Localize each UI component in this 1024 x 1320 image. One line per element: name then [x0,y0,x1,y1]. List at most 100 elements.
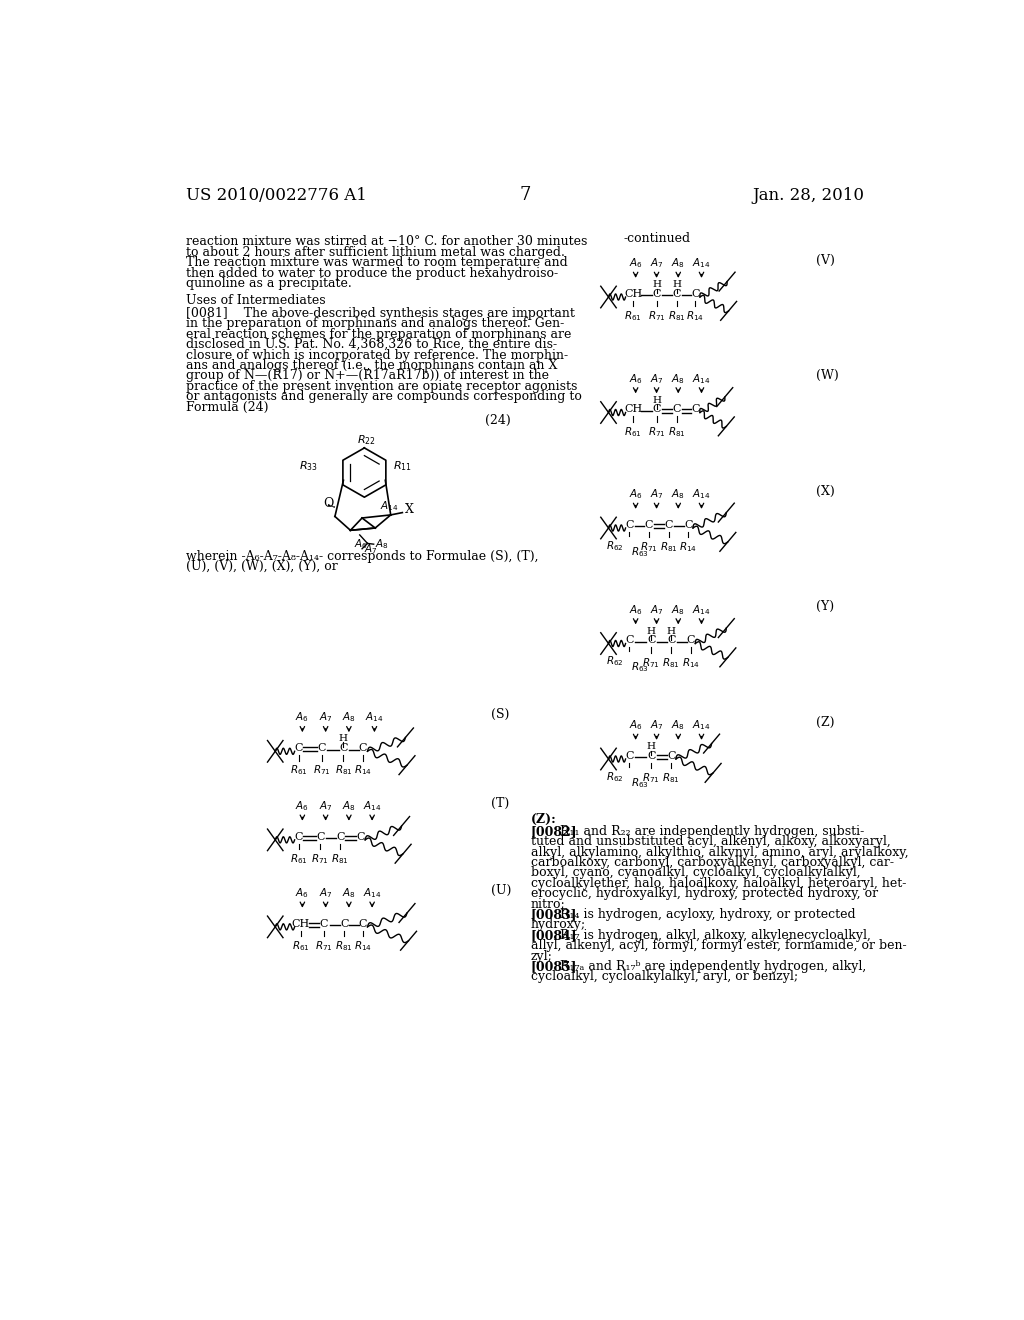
Text: $A_8$: $A_8$ [672,487,685,502]
Text: (U), (V), (W), (X), (Y), or: (U), (V), (W), (X), (Y), or [186,560,338,573]
Text: $A_8$: $A_8$ [375,537,389,550]
Text: $R_{62}$: $R_{62}$ [605,539,624,553]
Text: H: H [652,396,662,405]
Text: $R_{62}$: $R_{62}$ [605,655,624,668]
Text: (Z):: (Z): [531,813,557,826]
Text: $R_{61}$: $R_{61}$ [290,763,307,777]
Text: $A_6$: $A_6$ [296,886,309,900]
Text: $R_{81}$: $R_{81}$ [663,771,680,785]
Text: C: C [340,919,348,929]
Text: C: C [665,520,673,529]
Text: R₁₇ is hydrogen, alkyl, alkoxy, alkylenecycloalkyl,: R₁₇ is hydrogen, alkyl, alkoxy, alkylene… [560,929,871,941]
Text: $A_{14}$: $A_{14}$ [366,710,384,725]
Text: $A_8$: $A_8$ [342,710,355,725]
Text: $R_{22}$: $R_{22}$ [356,433,376,447]
Text: $A_6$: $A_6$ [629,256,642,271]
Text: C: C [358,919,367,929]
Text: C: C [339,743,348,754]
Text: Uses of Intermediates: Uses of Intermediates [186,293,326,306]
Text: C: C [294,743,303,754]
Text: to about 2 hours after sufficient lithium metal was charged.: to about 2 hours after sufficient lithiu… [186,246,565,259]
Text: $R_{61}$: $R_{61}$ [292,940,309,953]
Text: $A_{14}$: $A_{14}$ [692,372,711,385]
Text: (T): (T) [490,797,509,809]
Text: $R_{71}$: $R_{71}$ [647,309,666,323]
Text: $A_8$: $A_8$ [672,372,685,385]
Text: $R_{81}$: $R_{81}$ [335,940,353,953]
Text: $R_{71}$: $R_{71}$ [313,763,331,777]
Text: CH: CH [292,919,310,929]
Text: $R_{81}$: $R_{81}$ [668,425,686,438]
Text: $R_{14}$: $R_{14}$ [354,763,372,777]
Text: $A_7$: $A_7$ [318,710,333,725]
Text: tuted and unsubstituted acyl, alkenyl, alkoxy, alkoxyaryl,: tuted and unsubstituted acyl, alkenyl, a… [531,836,891,849]
Text: (S): (S) [490,709,509,721]
Text: $A_8$: $A_8$ [342,886,355,900]
Text: R₁₄ is hydrogen, acyloxy, hydroxy, or protected: R₁₄ is hydrogen, acyloxy, hydroxy, or pr… [560,908,856,921]
Text: $A_8$: $A_8$ [672,603,685,616]
Text: C: C [652,404,660,414]
Text: H: H [646,742,655,751]
Text: (V): (V) [816,253,836,267]
Text: H: H [672,280,681,289]
Text: or antagonists and generally are compounds corresponding to: or antagonists and generally are compoun… [186,391,582,403]
Text: disclosed in U.S. Pat. No. 4,368,326 to Rice, the entire dis-: disclosed in U.S. Pat. No. 4,368,326 to … [186,338,557,351]
Text: $R_{61}$: $R_{61}$ [290,853,307,866]
Text: C: C [356,832,365,842]
Text: (U): (U) [490,884,511,896]
Text: $A_6$: $A_6$ [296,710,309,725]
Text: H: H [652,280,662,289]
Text: $A_7$: $A_7$ [649,603,664,616]
Text: C: C [673,289,681,298]
Text: $A_8$: $A_8$ [342,799,355,813]
Text: C: C [317,743,326,754]
Text: quinoline as a precipitate.: quinoline as a precipitate. [186,277,352,290]
Text: nitro;: nitro; [531,898,565,911]
Text: C: C [319,919,329,929]
Text: 7: 7 [519,186,530,205]
Text: C: C [691,404,699,414]
Text: $R_{71}$: $R_{71}$ [640,540,657,554]
Text: $A_7$: $A_7$ [318,886,333,900]
Text: in the preparation of morphinans and analogs thereof. Gen-: in the preparation of morphinans and ana… [186,317,564,330]
Text: $R_{63}$: $R_{63}$ [631,776,649,789]
Text: C: C [336,832,345,842]
Text: $A_{14}$: $A_{14}$ [692,256,711,271]
Text: $R_{61}$: $R_{61}$ [625,425,642,438]
Text: $A_6$: $A_6$ [629,718,642,733]
Text: $R_{33}$: $R_{33}$ [299,459,317,473]
Text: closure of which is incorporated by reference. The morphin-: closure of which is incorporated by refe… [186,348,568,362]
Text: CH: CH [625,289,642,298]
Text: $A_{14}$: $A_{14}$ [380,499,398,512]
Text: C: C [691,289,699,298]
Text: reaction mixture was stirred at −10° C. for another 30 minutes: reaction mixture was stirred at −10° C. … [186,235,588,248]
Text: C: C [673,404,681,414]
Text: [0085]: [0085] [531,960,578,973]
Text: group of N—(R17) or N+—(R17aR17b)) of interest in the: group of N—(R17) or N+—(R17aR17b)) of in… [186,370,549,383]
Text: $R_{71}$: $R_{71}$ [642,771,660,785]
Text: $R_{14}$: $R_{14}$ [354,940,372,953]
Text: $R_{11}$: $R_{11}$ [393,459,412,473]
Text: $A_6$: $A_6$ [296,799,309,813]
Text: $A_7$: $A_7$ [649,256,664,271]
Text: C: C [652,289,660,298]
Text: R₁₇ₐ and R₁₇ᵇ are independently hydrogen, alkyl,: R₁₇ₐ and R₁₇ᵇ are independently hydrogen… [560,960,866,973]
Text: alkyl, alkylamino, alkylthio, alkynyl, amino, aryl, arylalkoxy,: alkyl, alkylamino, alkylthio, alkynyl, a… [531,846,908,858]
Text: carboalkoxy, carbonyl, carboxyalkenyl, carboxyalkyl, car-: carboalkoxy, carbonyl, carboxyalkenyl, c… [531,857,894,869]
Text: X: X [404,503,414,516]
Text: -continued: -continued [624,231,691,244]
Text: $A_6$: $A_6$ [629,603,642,616]
Text: $R_{63}$: $R_{63}$ [631,660,649,675]
Text: CH: CH [625,404,642,414]
Text: $A_7$: $A_7$ [649,718,664,733]
Text: $R_{63}$: $R_{63}$ [631,545,649,558]
Text: $A_6$: $A_6$ [629,487,642,502]
Text: R₁₁ and R₂₂ are independently hydrogen, substi-: R₁₁ and R₂₂ are independently hydrogen, … [560,825,864,838]
Text: $R_{14}$: $R_{14}$ [679,540,697,554]
Text: C: C [626,635,634,645]
Text: O: O [324,498,334,511]
Text: zyl;: zyl; [531,949,553,962]
Text: (24): (24) [484,414,510,428]
Text: $R_{62}$: $R_{62}$ [605,770,624,784]
Text: $R_{71}$: $R_{71}$ [311,853,329,866]
